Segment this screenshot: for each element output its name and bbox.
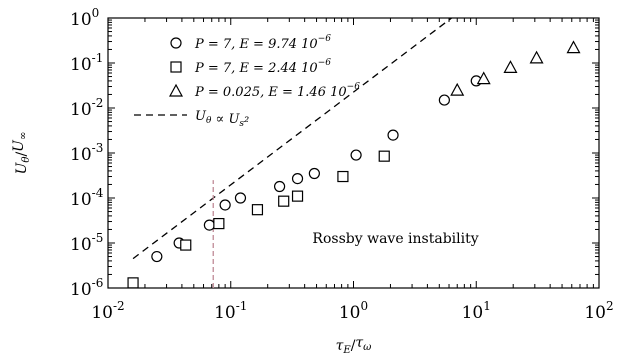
legend: P = 7, E = 9.74 10−6 P = 7, E = 2.44 10−6… — [134, 34, 360, 130]
y-tick-label: 10-4 — [70, 186, 104, 210]
y-tick-label: 10-3 — [70, 141, 103, 165]
y-tick-label: 10-1 — [70, 51, 103, 75]
y-axis-label: Uθ/U∞ — [11, 132, 32, 175]
square-point — [127, 277, 139, 288]
square-point — [278, 195, 290, 207]
triangle-point — [476, 71, 491, 85]
triangle-point — [566, 40, 581, 54]
y-tick-label: 100 — [70, 6, 99, 30]
plot-content — [127, 18, 581, 288]
circle-point — [308, 167, 320, 180]
circle-point — [350, 149, 362, 161]
x-tick-label: 10-2 — [91, 299, 124, 323]
legend-label: P = 7, E = 2.44 10−6 — [194, 58, 331, 76]
legend-label: P = 7, E = 9.74 10−6 — [194, 34, 331, 52]
square-point — [378, 150, 390, 162]
reference-line — [132, 18, 453, 260]
x-tick-label: 102 — [584, 299, 613, 323]
y-tick-label: 10-5 — [70, 231, 103, 255]
legend-triangle-marker — [168, 83, 184, 97]
square-point — [213, 217, 225, 230]
series-triangle — [450, 40, 581, 96]
x-tick-label: 100 — [339, 299, 368, 323]
circle-point — [219, 199, 231, 211]
square-point — [251, 204, 264, 216]
circle-point — [203, 219, 216, 231]
triangle-point — [503, 60, 518, 73]
y-tick-label: 10-2 — [70, 96, 103, 120]
x-tick-label: 10-1 — [214, 299, 247, 323]
triangle-point — [529, 50, 544, 64]
circle-point — [291, 172, 304, 185]
square-point — [337, 170, 349, 183]
circle-point — [387, 129, 399, 141]
legend-square-marker — [170, 61, 182, 73]
axis-ticks — [107, 18, 599, 289]
square-point — [180, 239, 192, 251]
triangle-point — [450, 82, 465, 96]
y-tick-label: 10-6 — [70, 276, 103, 300]
circle-point — [273, 180, 286, 193]
circle-point — [151, 250, 163, 263]
series-square — [127, 150, 390, 288]
x-tick-label: 101 — [462, 299, 491, 323]
circle-point — [234, 192, 247, 204]
legend-circle-marker — [170, 37, 182, 49]
circle-point — [438, 94, 450, 106]
x-axis-label: τE/τω — [336, 335, 372, 355]
square-point — [291, 190, 304, 202]
annotation-rossby: Rossby wave instability — [312, 231, 478, 247]
legend-label: P = 0.025, E = 1.46 10−6 — [194, 82, 360, 100]
legend-label: Uθ ∝ Us² — [195, 109, 249, 130]
